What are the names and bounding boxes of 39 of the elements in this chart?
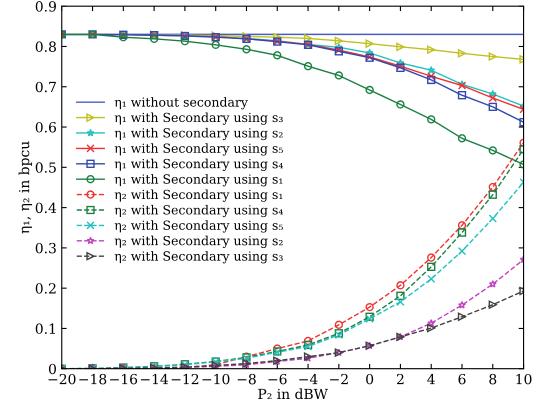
y-tick-label: 0.8 [36,41,56,52]
x-tick-label: −4 [299,374,318,384]
x-tick-label: −12 [172,374,198,384]
y-tick-label: 0.3 [36,242,56,254]
legend-label: η₁ without secondary [114,97,248,110]
x-tick-label: 6 [458,374,466,384]
y-tick-label: 0.9 [36,1,56,12]
x-tick-label: −14 [140,374,168,384]
x-tick-label: −18 [79,374,106,384]
legend-label: η₁ with Secondary using s₁ [114,174,282,186]
legend-label: η₁ with Secondary using s₄ [114,158,284,171]
x-tick-label: 4 [427,374,435,384]
y-tick-label: 0.2 [36,283,56,294]
x-tick-label: −6 [268,374,287,384]
y-tick-label: 0.4 [36,202,56,214]
x-tick-label: 2 [396,374,404,384]
x-tick-label: 10 [516,374,532,384]
legend-label: η₁ with Secondary using s₃ [114,112,283,125]
legend-label: η₁ with Secondary using s₂ [114,128,283,140]
x-tick-label: 0 [366,374,374,384]
legend-label: η₂ with Secondary using s₃ [114,251,283,264]
y-tick-label: 0.7 [36,82,56,92]
y-tick-label: 0.1 [36,323,55,334]
y-tick-label: 0.6 [36,122,56,133]
x-tick-label: −16 [110,374,138,384]
x-tick-label: −2 [330,374,348,384]
legend-label: η₂ with Secondary using s₄ [114,204,284,218]
x-tick-label: 8 [489,374,496,384]
y-tick-label: 0.5 [36,162,56,173]
legend-label: η₂ with Secondary using s₁ [114,189,282,202]
y-axis-title: η₁, η₂ in bpcu [18,141,32,234]
legend-label: η₁ with Secondary using s₅ [114,143,283,156]
x-tick-label: −10 [202,374,230,384]
legend-label: η₂ with Secondary using s₅ [114,220,283,233]
x-tick-label: −20 [48,374,76,384]
y-tick-label: 0 [48,364,56,374]
legend-label: η₂ with Secondary using s₂ [114,236,283,248]
x-axis-title: P₂ in dBW [258,388,328,400]
x-tick-label: −8 [238,374,256,384]
